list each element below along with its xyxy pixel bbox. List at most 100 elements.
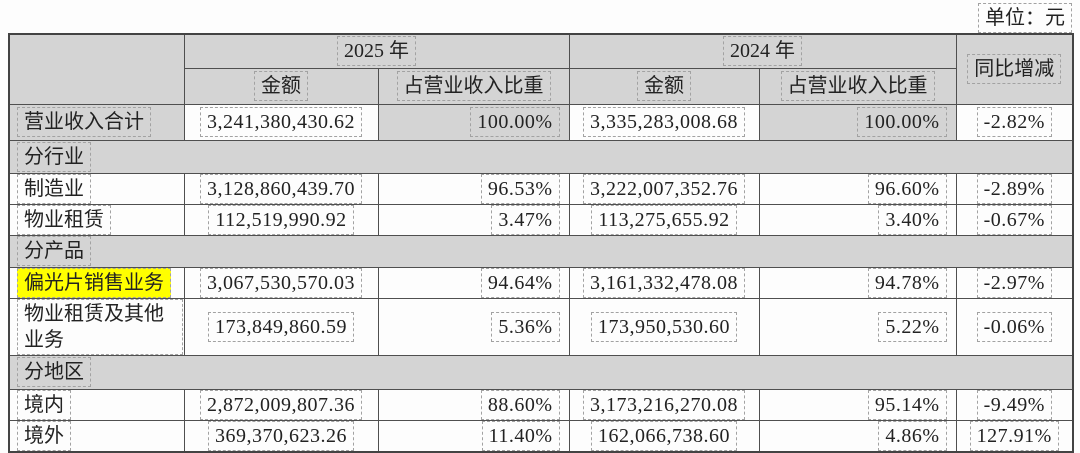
pct-2025-cell: 88.60% — [377, 388, 570, 421]
pct-value: 94.78% — [867, 268, 947, 297]
yoy-cell: -2.97% — [955, 266, 1074, 299]
row-label-cell: 境内 — [8, 388, 185, 421]
amount-2024-cell: 3,222,007,352.76 — [568, 172, 760, 205]
amount-2025-cell: 3,067,530,570.03 — [183, 266, 379, 299]
row-label: 制造业 — [17, 174, 91, 203]
header-ratio-2024-text: 占营业收入比重 — [780, 71, 935, 101]
section-label: 分行业 — [17, 141, 91, 172]
yoy-value: -2.82% — [976, 107, 1052, 137]
pct-2025-cell: 3.47% — [377, 203, 570, 236]
amount-value: 173,950,530.60 — [591, 311, 737, 342]
table-row-property-leasing: 物业租赁 112,519,990.92 3.47% 113,275,655.92… — [8, 203, 1074, 236]
section-row-by-product: 分产品 — [8, 234, 1074, 268]
table-row-overseas: 境外 369,370,623.26 11.40% 162,066,738.60 … — [8, 419, 1074, 452]
header-amount-2025: 金额 — [183, 67, 379, 105]
amount-2024-cell: 162,066,738.60 — [568, 419, 760, 452]
pct-value: 96.60% — [867, 174, 947, 203]
amount-value: 3,241,380,430.62 — [200, 107, 362, 137]
header-ratio-2025-text: 占营业收入比重 — [396, 71, 551, 101]
row-label-cell: 偏光片销售业务 — [8, 266, 185, 299]
row-label: 境内 — [17, 390, 71, 419]
table-row-polarizer-sales: 偏光片销售业务 3,067,530,570.03 94.64% 3,161,33… — [8, 266, 1074, 299]
header-yoy-text: 同比增减 — [967, 54, 1062, 85]
row-label: 物业租赁及其他业务 — [17, 299, 183, 354]
header-row-years: 2025 年 2024 年 同比增减 — [8, 33, 1074, 105]
yoy-cell: -0.67% — [955, 203, 1074, 236]
row-label: 物业租赁 — [17, 205, 111, 234]
section-label-cell: 分行业 — [8, 139, 1074, 174]
amount-2024-cell: 3,161,332,478.08 — [568, 266, 760, 299]
table-row-total-revenue: 营业收入合计 3,241,380,430.62 100.00% 3,335,28… — [8, 103, 1074, 141]
pct-2024-cell: 3.40% — [758, 203, 957, 236]
pct-value: 96.53% — [480, 174, 560, 203]
amount-value: 3,335,283,008.68 — [583, 107, 745, 137]
amount-value: 3,128,860,439.70 — [200, 174, 362, 203]
pct-value: 3.47% — [491, 205, 560, 234]
row-label-cell: 境外 — [8, 419, 185, 452]
row-label-highlighted: 偏光片销售业务 — [17, 268, 171, 297]
yoy-cell: -0.06% — [955, 297, 1074, 356]
table-row-domestic: 境内 2,872,009,807.36 88.60% 3,173,216,270… — [8, 388, 1074, 421]
section-row-by-region: 分地区 — [8, 354, 1074, 390]
unit-label-text: 单位：元 — [978, 3, 1072, 33]
pct-2025-cell: 96.53% — [377, 172, 570, 205]
pct-value: 95.14% — [867, 390, 947, 419]
yoy-cell: -2.82% — [955, 103, 1074, 141]
yoy-cell: -2.89% — [955, 172, 1074, 205]
table-row-leasing-and-other: 物业租赁及其他业务 173,849,860.59 5.36% 173,950,5… — [8, 297, 1074, 356]
section-row-by-industry: 分行业 — [8, 139, 1074, 174]
section-label-cell: 分产品 — [8, 234, 1074, 268]
row-label-cell: 物业租赁 — [8, 203, 185, 236]
yoy-value: -2.97% — [976, 268, 1052, 297]
revenue-breakdown-table: 2025 年 2024 年 同比增减 金额 占营业收入比重 金额 占营业收入比重… — [8, 33, 1074, 453]
pct-value: 5.36% — [491, 311, 560, 342]
header-row-measures: 金额 占营业收入比重 金额 占营业收入比重 — [9, 67, 1073, 105]
pct-value: 100.00% — [857, 107, 947, 137]
pct-value: 4.86% — [878, 420, 947, 451]
pct-2024-cell: 100.00% — [758, 103, 957, 141]
pct-2025-cell: 11.40% — [377, 419, 570, 452]
amount-2025-cell: 369,370,623.26 — [183, 419, 379, 452]
section-label: 分产品 — [17, 236, 91, 266]
amount-2024-cell: 3,173,216,270.08 — [568, 388, 760, 421]
yoy-value: -9.49% — [976, 390, 1052, 419]
header-amount-2025-text: 金额 — [254, 71, 308, 101]
amount-2025-cell: 3,241,380,430.62 — [183, 103, 379, 141]
amount-2025-cell: 3,128,860,439.70 — [183, 172, 379, 205]
header-year-2024-text: 2024 年 — [723, 36, 802, 67]
pct-value: 100.00% — [470, 107, 560, 137]
header-year-2025-text: 2025 年 — [337, 36, 416, 67]
amount-value: 3,067,530,570.03 — [200, 268, 362, 297]
pct-value: 3.40% — [878, 205, 947, 234]
pct-value: 94.64% — [480, 268, 560, 297]
header-year-2025: 2025 年 — [183, 33, 570, 69]
amount-value: 113,275,655.92 — [591, 205, 737, 234]
amount-value: 3,222,007,352.76 — [583, 174, 745, 203]
amount-value: 2,872,009,807.36 — [200, 390, 362, 419]
yoy-cell: 127.91% — [955, 419, 1074, 452]
row-label: 营业收入合计 — [17, 107, 151, 137]
row-label-cell: 营业收入合计 — [8, 103, 185, 141]
pct-2024-cell: 5.22% — [758, 297, 957, 356]
amount-2025-cell: 2,872,009,807.36 — [183, 388, 379, 421]
corner-cell — [8, 33, 185, 105]
pct-2025-cell: 94.64% — [377, 266, 570, 299]
pct-2024-cell: 94.78% — [758, 266, 957, 299]
header-amount-2024: 金额 — [568, 67, 760, 105]
yoy-value: -0.67% — [976, 205, 1052, 234]
unit-label: 单位：元 — [978, 3, 1072, 33]
row-label: 境外 — [17, 420, 71, 451]
row-label-cell: 制造业 — [8, 172, 185, 205]
amount-value: 3,161,332,478.08 — [583, 268, 745, 297]
pct-2024-cell: 95.14% — [758, 388, 957, 421]
yoy-value: -0.06% — [976, 311, 1052, 342]
amount-2025-cell: 173,849,860.59 — [183, 297, 379, 356]
amount-value: 173,849,860.59 — [208, 311, 354, 342]
row-label-cell: 物业租赁及其他业务 — [8, 297, 185, 356]
yoy-cell: -9.49% — [955, 388, 1074, 421]
pct-2025-cell: 100.00% — [377, 103, 570, 141]
section-label-cell: 分地区 — [8, 354, 1074, 390]
header-amount-2024-text: 金额 — [637, 71, 691, 101]
pct-2024-cell: 96.60% — [758, 172, 957, 205]
pct-value: 5.22% — [878, 311, 947, 342]
